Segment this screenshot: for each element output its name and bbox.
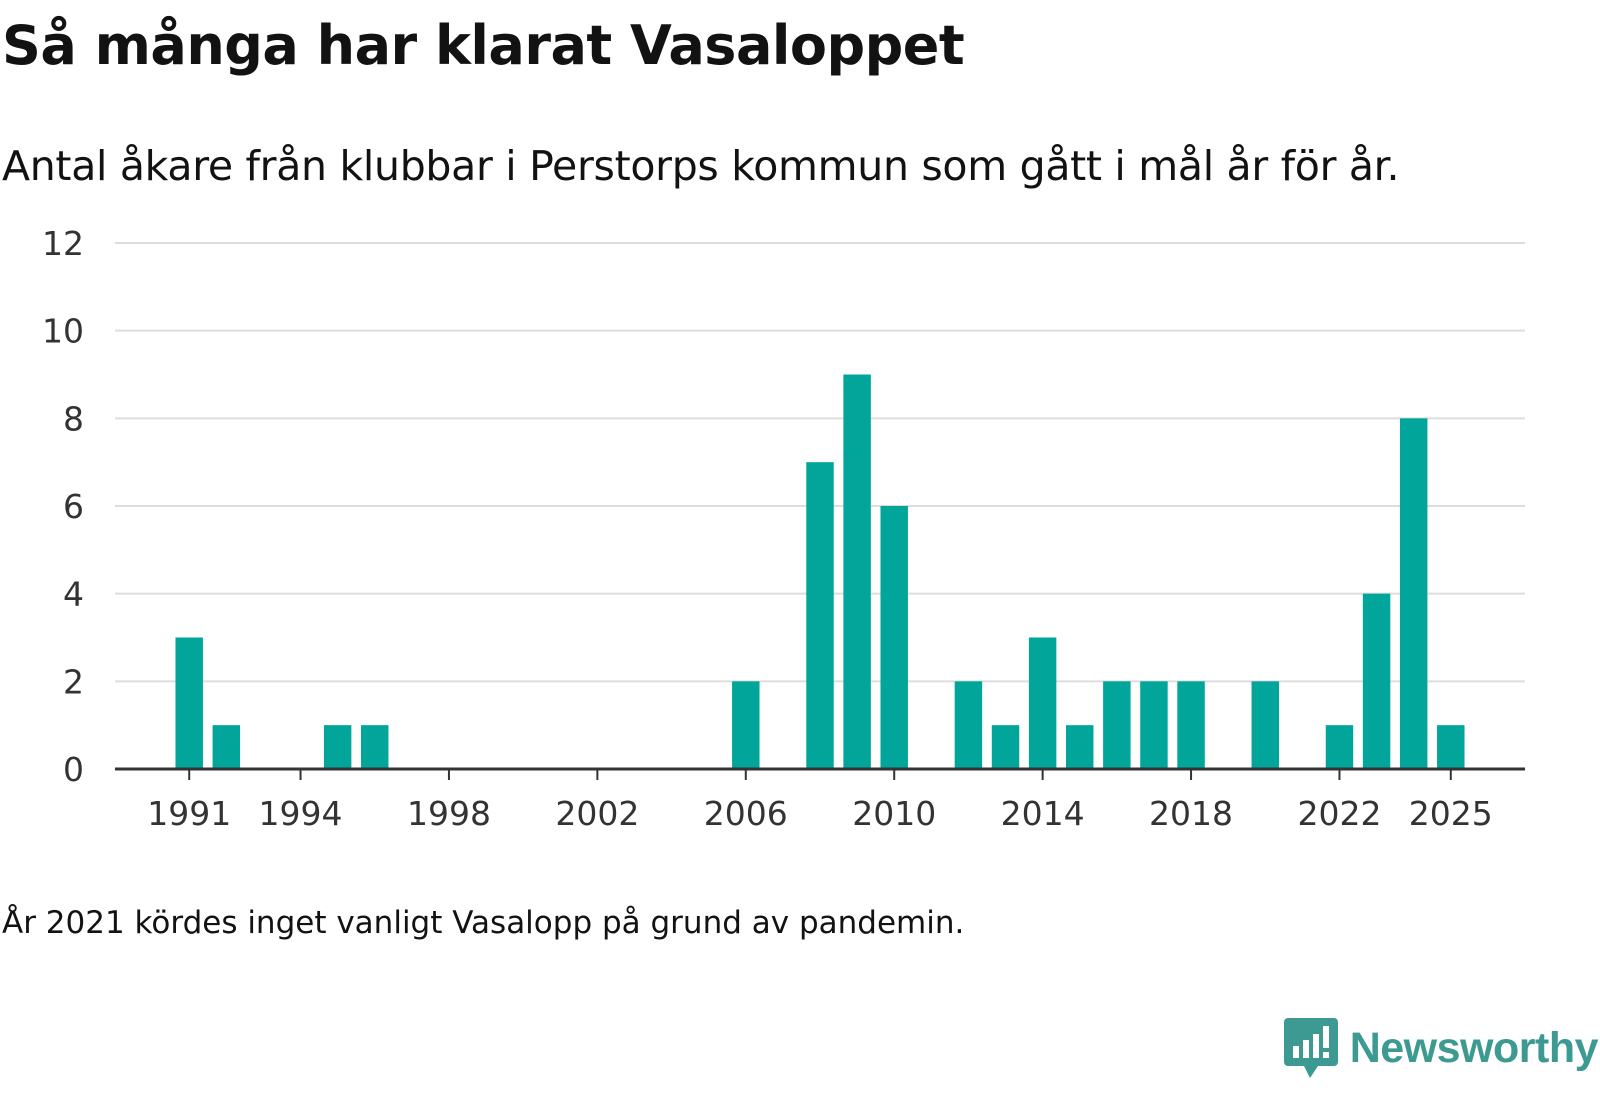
bar	[1325, 725, 1354, 769]
bar	[732, 681, 760, 769]
x-tick-label: 2025	[1409, 794, 1493, 833]
bar	[991, 725, 1020, 769]
x-tick-label: 1994	[259, 794, 343, 833]
chart-subtitle: Antal åkare från klubbar i Perstorps kom…	[2, 142, 1400, 190]
y-tick-label: 8	[63, 399, 84, 438]
bar	[1177, 681, 1205, 769]
bar	[212, 725, 241, 769]
y-tick-label: 12	[42, 224, 84, 263]
x-tick-label: 2002	[555, 794, 639, 833]
x-tick-label: 1998	[407, 794, 491, 833]
footnote: År 2021 kördes inget vanligt Vasalopp på…	[2, 905, 965, 941]
bar	[1251, 681, 1279, 769]
bar	[1399, 418, 1428, 769]
x-tick-label: 2014	[1001, 794, 1085, 833]
x-tick-label: 2010	[852, 794, 936, 833]
brand-logo[interactable]: Newsworthy	[1283, 1016, 1599, 1080]
x-tick-label: 2018	[1149, 794, 1233, 833]
bar	[1140, 681, 1168, 769]
y-tick-label: 6	[63, 487, 84, 526]
y-tick-label: 4	[63, 575, 84, 614]
bar-chart: 0 2 4 6 8 10 12 1991 1994 1998 2002 2006 2010 2014 201…	[42, 224, 1525, 833]
y-tick-label: 2	[63, 662, 84, 701]
bar	[880, 506, 908, 769]
chart-title: Så många har klarat Vasaloppet	[2, 14, 965, 77]
bar	[806, 462, 834, 769]
newsworthy-logo-icon	[1283, 1018, 1338, 1078]
bar	[323, 725, 352, 769]
x-tick-label: 1991	[147, 794, 231, 833]
bar	[1437, 725, 1465, 769]
y-tick-label: 0	[63, 750, 84, 789]
bar	[1103, 681, 1131, 769]
bar	[1066, 725, 1094, 769]
bar	[843, 374, 871, 769]
x-tick-label: 2022	[1297, 794, 1381, 833]
bar	[361, 725, 389, 769]
bar	[1362, 593, 1391, 769]
x-tick-label: 2006	[704, 794, 788, 833]
bar	[954, 681, 983, 769]
brand-name: Newsworthy	[1349, 1023, 1599, 1072]
bar	[175, 637, 203, 769]
bar	[1028, 637, 1057, 769]
y-tick-label: 10	[42, 312, 84, 351]
